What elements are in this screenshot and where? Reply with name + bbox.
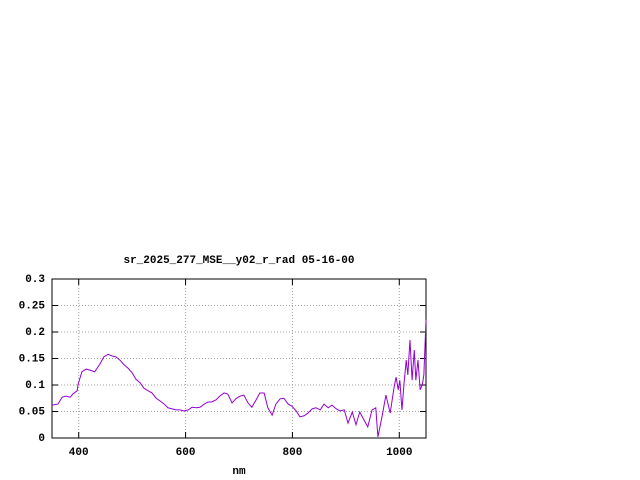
y-tick-label: 0.2 — [25, 327, 45, 339]
plot-border — [51, 278, 427, 439]
chart-title: sr_2025_277_MSE__y02_r_rad 05-16-00 — [123, 255, 354, 267]
y-tick-label: 0.3 — [25, 274, 45, 286]
x-tick-label: 400 — [69, 447, 89, 459]
y-tick-label: 0.1 — [25, 380, 45, 392]
x-tick-label: 800 — [283, 447, 303, 459]
y-tick-label: 0.15 — [19, 353, 46, 365]
x-axis-label: nm — [232, 466, 246, 478]
y-tick-label: 0 — [38, 433, 45, 445]
y-tick-label: 0.05 — [19, 406, 46, 418]
x-tick-label: 1000 — [386, 447, 412, 459]
y-tick-label: 0.25 — [19, 300, 46, 312]
x-tick-label: 600 — [176, 447, 196, 459]
data-line — [51, 319, 427, 438]
